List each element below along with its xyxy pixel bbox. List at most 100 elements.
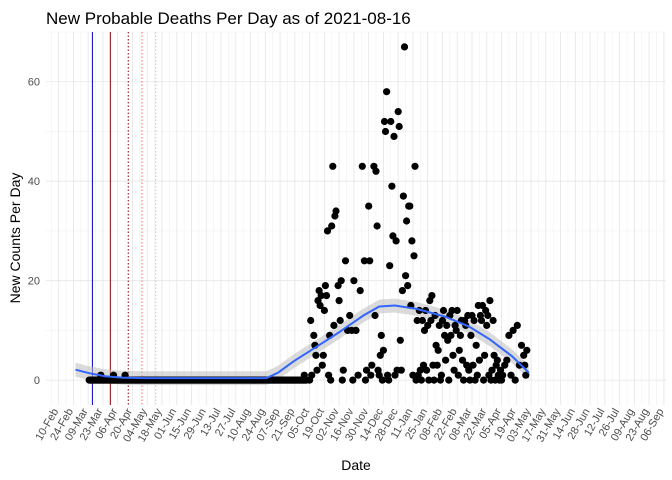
data-point (310, 331, 318, 339)
data-point (361, 376, 370, 384)
data-point (404, 282, 412, 290)
data-point (350, 277, 358, 285)
data-point (403, 217, 411, 225)
data-point (352, 326, 360, 334)
data-point (448, 306, 456, 315)
data-point (365, 202, 373, 210)
y-tick-label: 20 (28, 276, 40, 288)
data-point (456, 331, 464, 339)
data-point (339, 366, 347, 374)
data-point (517, 341, 526, 349)
confidence-band (75, 298, 529, 386)
data-point (335, 297, 343, 305)
data-point (427, 316, 435, 325)
chart-title: New Probable Deaths Per Day as of 2021-0… (46, 9, 411, 28)
data-point (392, 237, 400, 245)
data-point (455, 346, 463, 354)
data-point (356, 287, 364, 295)
data-point (481, 351, 489, 359)
data-point (475, 356, 483, 364)
x-axis-title: Date (341, 457, 371, 473)
data-point (368, 361, 376, 369)
data-point (513, 321, 521, 329)
data-point (454, 371, 462, 379)
data-point (511, 376, 519, 384)
data-point (469, 361, 477, 369)
data-point (465, 366, 473, 374)
data-point (380, 117, 389, 126)
data-point (386, 262, 394, 270)
data-point (323, 227, 332, 235)
y-axis-title: New Counts Per Day (7, 173, 23, 304)
trend-line (75, 304, 530, 380)
trend-line-path (75, 304, 530, 380)
data-point (317, 292, 325, 300)
data-point (425, 376, 433, 384)
data-point (493, 356, 501, 364)
data-point (458, 356, 467, 364)
data-point (453, 306, 461, 315)
data-point (433, 361, 441, 369)
data-point (439, 306, 448, 315)
data-point (336, 316, 344, 325)
data-point (308, 371, 316, 379)
data-point (434, 346, 442, 354)
data-point (366, 257, 374, 265)
data-point (443, 321, 451, 329)
data-point (438, 316, 447, 325)
data-point (402, 272, 410, 280)
data-point (466, 376, 474, 384)
data-point (332, 207, 340, 215)
data-point (387, 117, 395, 126)
data-point (442, 356, 450, 364)
data-point (483, 321, 491, 329)
data-point (338, 376, 346, 384)
data-point (327, 376, 335, 384)
data-point (372, 167, 380, 175)
data-point (388, 182, 396, 190)
data-point (423, 366, 431, 374)
data-point (515, 361, 524, 369)
data-point (467, 331, 475, 339)
data-point (341, 257, 350, 265)
data-point (522, 371, 530, 379)
data-point (406, 202, 414, 210)
data-point (354, 371, 362, 379)
data-point (452, 326, 460, 334)
data-point (316, 301, 324, 310)
data-point (505, 331, 513, 339)
data-point (509, 326, 517, 334)
data-point (394, 108, 402, 116)
data-point (373, 222, 381, 230)
data-point (383, 88, 391, 96)
data-point (470, 316, 478, 325)
data-point (418, 316, 426, 325)
data-point (362, 366, 371, 374)
x-axis-ticks: 10-Feb24-Feb09-Mar23-Mar06-Apr20-Apr04-M… (33, 406, 666, 444)
data-point (398, 287, 406, 295)
data-point (307, 316, 315, 325)
data-point (300, 371, 308, 379)
data-point (430, 376, 438, 384)
data-point (460, 376, 468, 384)
data-point (396, 336, 404, 344)
data-point (330, 321, 338, 329)
data-point (472, 341, 480, 349)
data-point (473, 371, 481, 379)
data-point (346, 311, 354, 320)
data-point (484, 311, 492, 320)
data-point (480, 376, 488, 384)
data-point (320, 306, 328, 315)
data-point (450, 366, 458, 374)
data-point (379, 346, 387, 354)
data-point (377, 331, 385, 339)
data-point (313, 366, 321, 374)
data-point (399, 192, 407, 200)
reference-lines (91, 32, 157, 405)
data-point (417, 376, 425, 384)
data-point (378, 376, 386, 384)
data-point (337, 277, 345, 285)
data-point (488, 366, 496, 374)
y-tick-label: 0 (34, 375, 40, 387)
